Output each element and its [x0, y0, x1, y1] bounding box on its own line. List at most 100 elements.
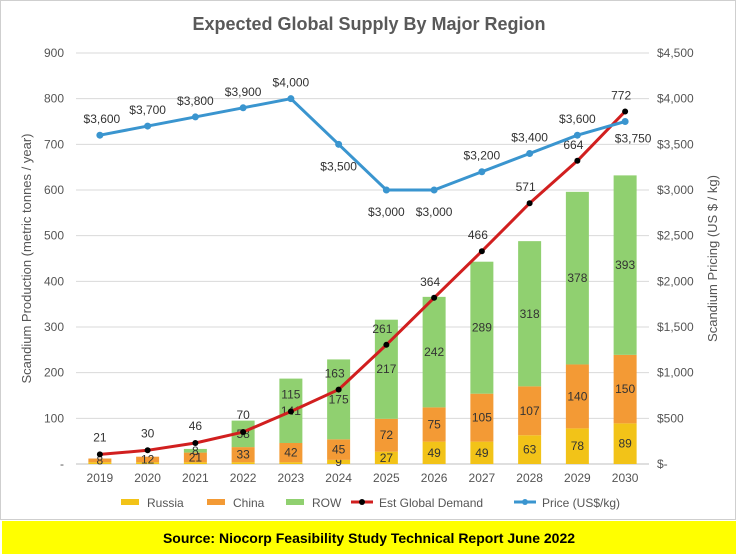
- bar-data-label: 150: [615, 382, 635, 396]
- price-point: [621, 118, 629, 125]
- x-tick-label: 2019: [87, 471, 114, 485]
- demand-data-label: 261: [372, 322, 392, 336]
- y2-tick-label: $3,500: [657, 137, 694, 151]
- demand-data-label: 364: [420, 275, 440, 289]
- legend-swatch: [207, 499, 225, 505]
- bar-china: [470, 393, 494, 442]
- price-point: [287, 95, 295, 103]
- price-point: [382, 186, 390, 194]
- demand-data-label: 30: [141, 426, 155, 440]
- x-tick-label: 2022: [230, 471, 257, 485]
- y2-tick-label: $4,000: [657, 92, 694, 106]
- bar-data-label: 242: [424, 345, 444, 359]
- legend-label: China: [233, 496, 265, 510]
- y-tick-label: 500: [44, 229, 64, 243]
- demand-point: [526, 200, 533, 207]
- price-point: [430, 186, 438, 194]
- legend-marker: [359, 499, 365, 505]
- bar-data-label: 217: [376, 362, 396, 376]
- bar-data-label: 107: [520, 404, 540, 418]
- price-data-label: $3,400: [511, 130, 548, 144]
- source-text: Source: Niocorp Feasibility Study Techni…: [162, 529, 576, 546]
- demand-data-label: 163: [325, 367, 345, 381]
- legend-marker: [522, 499, 528, 505]
- y2-tick-label: $4,500: [657, 46, 694, 60]
- bar-data-label: 42: [284, 446, 298, 460]
- price-data-label: $3,700: [129, 103, 166, 117]
- bar-data-label: 45: [332, 443, 346, 457]
- price-point: [191, 113, 199, 121]
- x-tick-label: 2023: [278, 471, 305, 485]
- bar-data-label: 33: [236, 448, 250, 462]
- demand-point: [192, 439, 199, 446]
- y-tick-label: 300: [44, 320, 64, 334]
- price-data-label: $3,500: [320, 159, 357, 173]
- y2-tick-label: $1,000: [657, 366, 694, 380]
- bar-data-label: 27: [380, 451, 394, 465]
- bar-row: [374, 319, 398, 419]
- price-data-label: $3,750: [615, 132, 652, 146]
- bar-china: [422, 407, 446, 442]
- bar-data-label: 8: [97, 453, 104, 467]
- bar-data-label: 393: [615, 258, 635, 272]
- legend-label: Russia: [147, 496, 184, 510]
- chart: Expected Global Supply By Major Region - 1…: [19, 14, 720, 510]
- bar-row: [327, 359, 351, 440]
- price-data-label: $4,000: [273, 76, 310, 90]
- bar-data-label: 75: [427, 417, 441, 431]
- bar-russia: [470, 441, 494, 464]
- bar-row: [470, 261, 494, 394]
- x-tick-label: 2021: [182, 471, 209, 485]
- price-data-label: $3,600: [559, 112, 596, 126]
- x-tick-label: 2029: [564, 471, 591, 485]
- x-tick-label: 2030: [612, 471, 639, 485]
- x-tick-label: 2028: [516, 471, 543, 485]
- demand-data-label: 772: [611, 88, 631, 102]
- x-tick-label: 2024: [325, 471, 352, 485]
- demand-point: [622, 108, 629, 115]
- demand-data-label: 70: [236, 408, 250, 422]
- bar-russia: [279, 462, 303, 464]
- price-point: [335, 140, 343, 148]
- demand-point: [478, 248, 485, 255]
- bar-data-label: 9: [335, 455, 342, 469]
- y2-tick-label: $1,500: [657, 320, 694, 334]
- demand-point: [144, 447, 151, 454]
- x-tick-label: 2025: [373, 471, 400, 485]
- bar-russia: [136, 462, 160, 464]
- bar-data-label: 378: [567, 271, 587, 285]
- legend-swatch: [121, 499, 139, 505]
- source-banner: Source: Niocorp Feasibility Study Techni…: [2, 521, 736, 554]
- price-point: [526, 149, 534, 157]
- bar-data-label: 105: [472, 411, 492, 425]
- y2-tick-label: $3,000: [657, 183, 694, 197]
- bar-china: [613, 354, 637, 424]
- demand-data-label: 571: [516, 180, 536, 194]
- bar-china: [565, 364, 589, 429]
- bar-data-label: 12: [141, 452, 155, 466]
- bar-russia: [374, 451, 398, 464]
- chart-title: Expected Global Supply By Major Region: [192, 14, 545, 34]
- bar-russia: [565, 428, 589, 464]
- bar-data-label: 289: [472, 321, 492, 335]
- bar-russia: [518, 435, 542, 464]
- demand-point: [574, 157, 581, 164]
- price-point: [96, 131, 104, 139]
- x-tick-label: 2027: [469, 471, 496, 485]
- price-line: [99, 97, 626, 192]
- y-tick-label: 700: [44, 137, 64, 151]
- bar-row: [422, 296, 446, 408]
- y2-tick-label: $-: [657, 457, 668, 471]
- y-tick-label: 200: [44, 366, 64, 380]
- bar-data-label: 175: [329, 392, 349, 406]
- demand-data-label: 21: [93, 430, 107, 444]
- x-tick-label: 2026: [421, 471, 448, 485]
- demand-point: [383, 341, 390, 348]
- y2-tick-label: $2,000: [657, 274, 694, 288]
- y-tick-label: 600: [44, 183, 64, 197]
- price-data-label: $3,900: [225, 85, 262, 99]
- bar-row: [613, 175, 637, 355]
- price-point: [573, 131, 581, 139]
- bar-china: [518, 386, 542, 436]
- y-tick-label: 400: [44, 274, 64, 288]
